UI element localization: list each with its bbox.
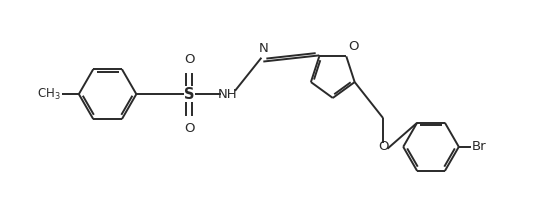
Text: N: N [259,42,268,55]
Text: Br: Br [472,140,487,153]
Text: CH$_3$: CH$_3$ [37,87,61,102]
Text: O: O [184,122,194,135]
Text: NH: NH [217,88,237,101]
Text: O: O [348,41,359,53]
Text: O: O [378,140,388,153]
Text: O: O [184,53,194,66]
Text: S: S [184,87,194,102]
